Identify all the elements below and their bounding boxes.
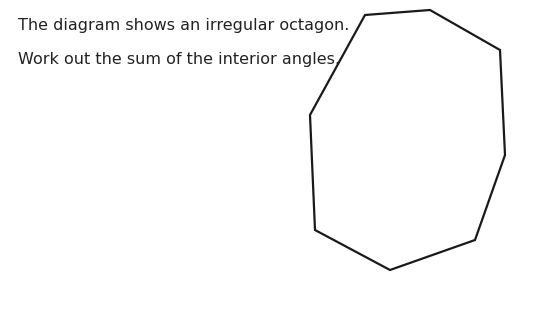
Text: Work out the sum of the interior angles.: Work out the sum of the interior angles. (18, 52, 340, 67)
Polygon shape (310, 10, 505, 270)
Text: The diagram shows an irregular octagon.: The diagram shows an irregular octagon. (18, 18, 349, 33)
